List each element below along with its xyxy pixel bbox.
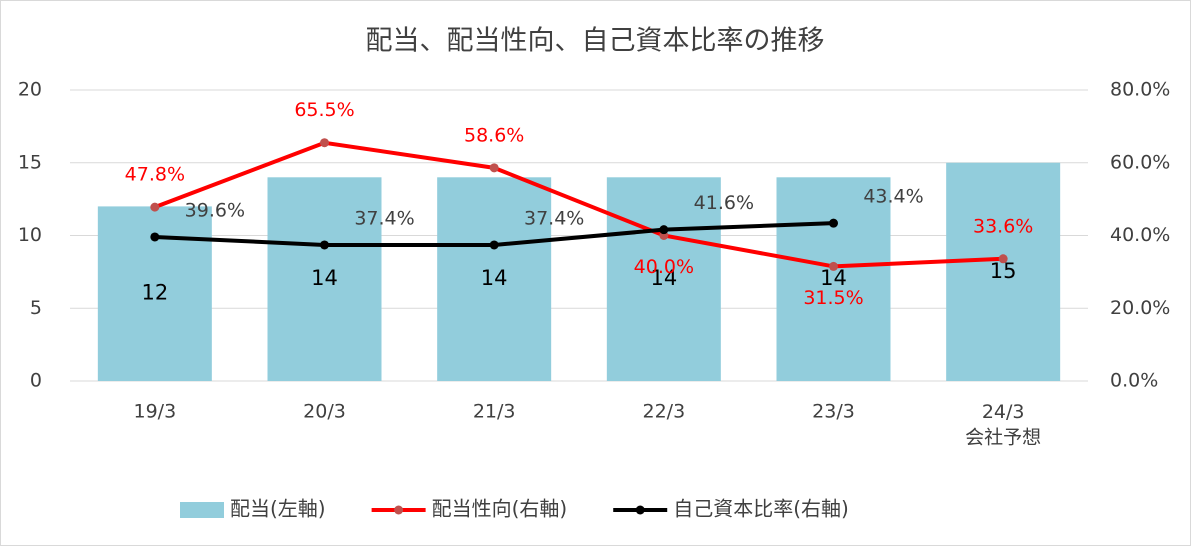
bar (606, 177, 721, 381)
line-value-label: 33.6% (973, 215, 1033, 237)
bar (267, 177, 382, 381)
bar-value-label: 14 (481, 266, 508, 290)
line-value-label: 37.4% (524, 207, 584, 229)
x-tick-label: 19/3 (133, 401, 176, 423)
bar (776, 177, 891, 381)
line-marker (659, 225, 669, 235)
y2-tick-label: 60.0% (1110, 151, 1170, 173)
y-tick-label: 5 (30, 297, 42, 319)
y2-tick-label: 80.0% (1110, 79, 1170, 101)
x-tick-label: 23/3 (812, 401, 855, 423)
line-marker (320, 138, 329, 148)
line-marker (829, 261, 838, 271)
legend-marker (394, 505, 404, 515)
line-marker (489, 163, 499, 173)
bar-value-label: 14 (820, 266, 847, 290)
line-value-label: 31.5% (803, 287, 863, 309)
legend-label: 配当性向(右軸) (432, 497, 568, 521)
y2-tick-label: 20.0% (1110, 297, 1170, 319)
line-marker (150, 202, 160, 212)
line-value-label: 41.6% (694, 192, 754, 214)
line-value-label: 40.0% (634, 256, 694, 278)
legend-label: 配当(左軸) (230, 497, 326, 521)
y-tick-label: 0 (30, 370, 42, 392)
bar (437, 177, 552, 381)
line (154, 140, 1004, 269)
line-marker (829, 218, 838, 228)
y2-tick-label: 40.0% (1110, 224, 1170, 246)
line-value-label: 39.6% (185, 199, 245, 221)
bar-value-label: 15 (990, 259, 1017, 283)
line-marker (489, 240, 499, 250)
x-tick-label: 22/3 (642, 401, 685, 423)
bar-value-label: 14 (311, 266, 338, 290)
line-value-label: 65.5% (294, 99, 354, 121)
line-value-label: 58.6% (464, 124, 524, 146)
bar-value-label: 12 (141, 281, 168, 305)
x-tick-label: 21/3 (473, 401, 516, 423)
bar-value-label: 14 (650, 266, 677, 290)
y2-tick-label: 0.0% (1110, 370, 1158, 392)
y-tick-label: 15 (18, 151, 42, 173)
bar (946, 162, 1061, 381)
x-tick-label: 24/3 会社予想 (965, 401, 1041, 449)
line-marker (150, 232, 160, 242)
legend-swatch (180, 502, 224, 518)
x-tick-label: 20/3 (303, 401, 346, 423)
legend-label: 自己資本比率(右軸) (673, 497, 849, 521)
line-value-label: 47.8% (125, 164, 185, 186)
line-value-label: 37.4% (354, 207, 414, 229)
line-marker (320, 240, 329, 250)
y-tick-label: 10 (18, 224, 42, 246)
chart-title: 配当、配当性向、自己資本比率の推移 (366, 26, 825, 57)
line-value-label: 43.4% (863, 186, 923, 208)
legend-marker (635, 505, 645, 515)
y-tick-label: 20 (18, 79, 42, 101)
line-marker (998, 254, 1008, 264)
